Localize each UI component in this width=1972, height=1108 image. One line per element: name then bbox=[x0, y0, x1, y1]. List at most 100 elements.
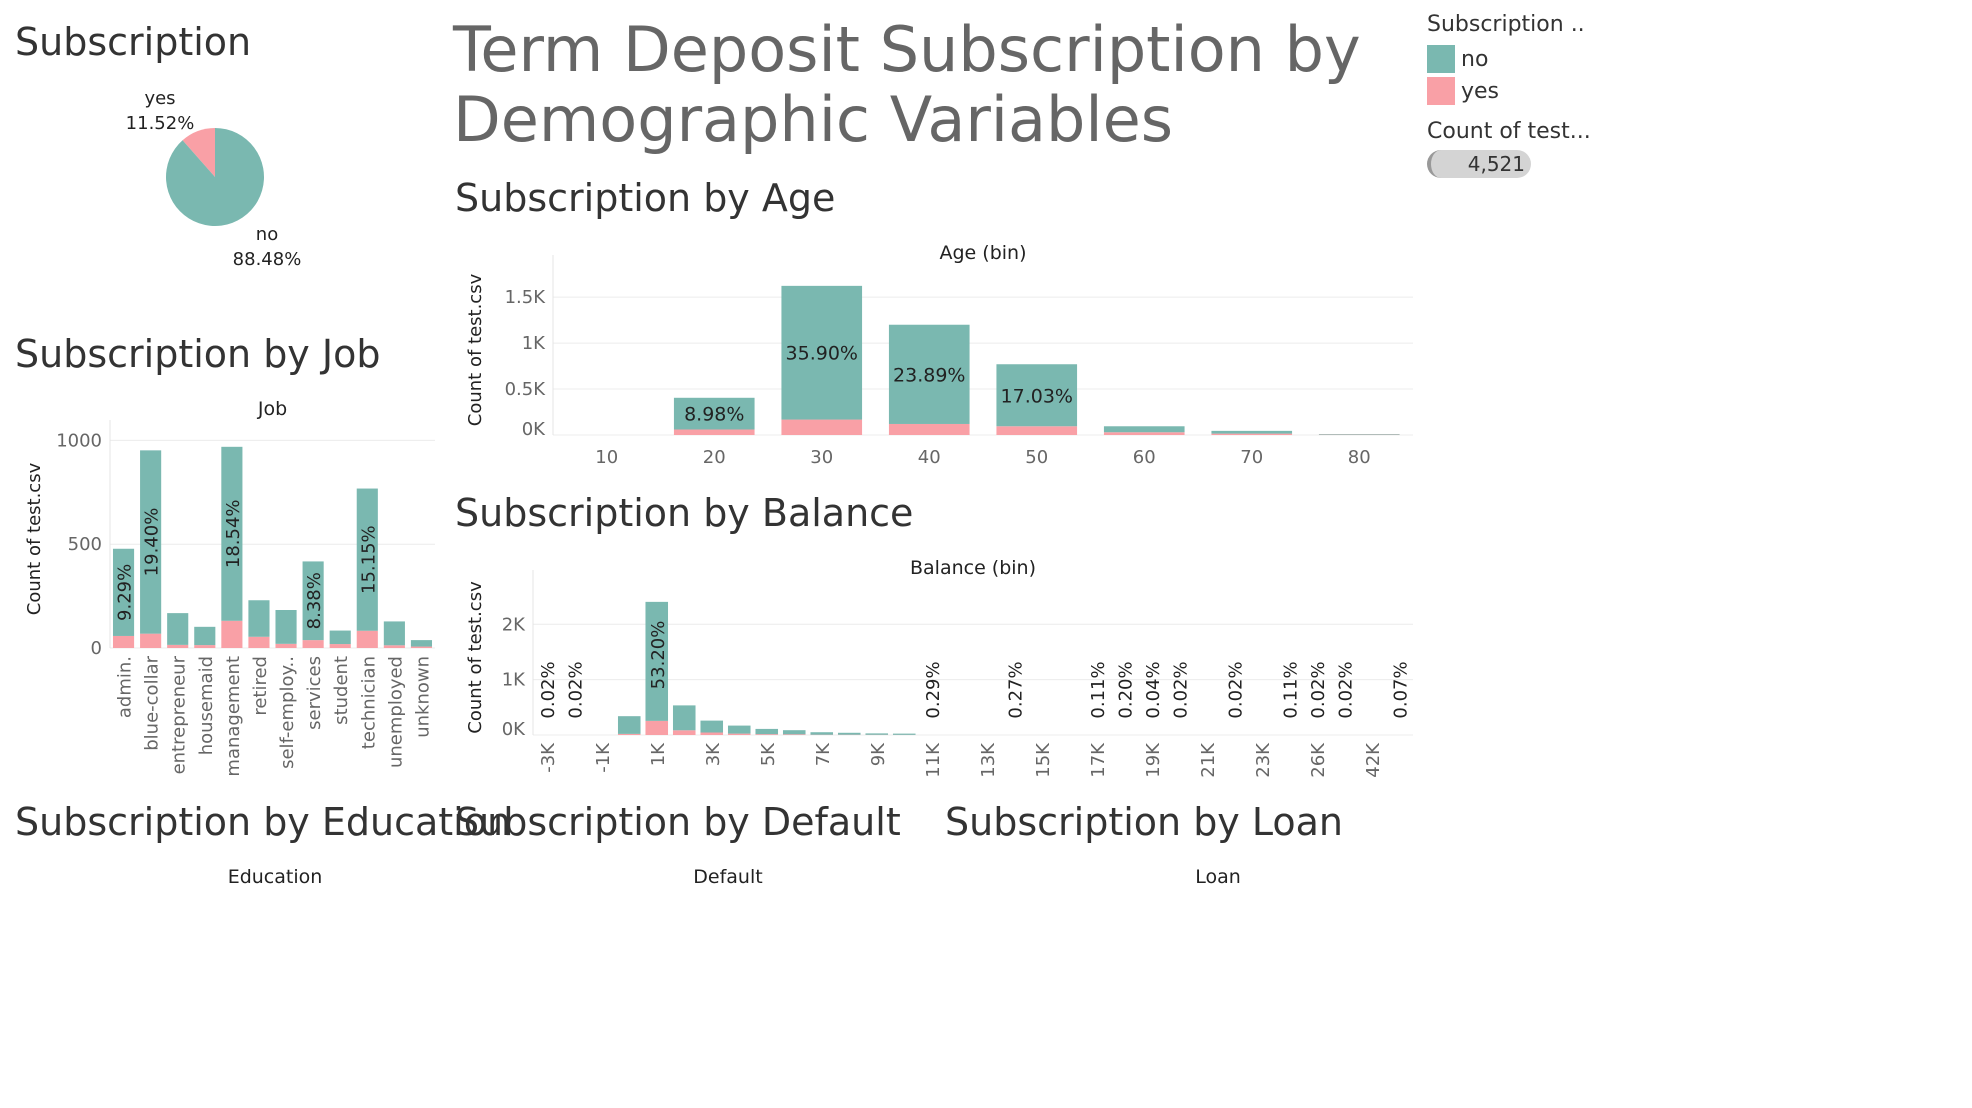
balance-y-axis-label: Count of test.csv bbox=[465, 581, 486, 734]
balance-bar-yes bbox=[782, 734, 806, 735]
education-chart: Education bbox=[228, 866, 323, 888]
job-bar-no bbox=[383, 621, 405, 646]
color-legend: Subscription .. no yes Count of test... … bbox=[1427, 12, 1591, 178]
balance-bar-label: 0.04% bbox=[1143, 661, 1164, 718]
age-bar-no bbox=[888, 324, 970, 424]
job-x-tick: unknown bbox=[412, 656, 433, 738]
job-bar-no bbox=[112, 548, 135, 636]
age-y-tick: 0K bbox=[522, 419, 546, 440]
balance-bar-label: 0.20% bbox=[1115, 661, 1136, 718]
age-bar-no bbox=[781, 285, 863, 420]
balance-x-tick: 13K bbox=[978, 742, 999, 778]
balance-bar-label: 0.11% bbox=[1088, 661, 1109, 718]
default-chart: Default bbox=[693, 866, 762, 888]
balance-x-tick: 1K bbox=[648, 742, 669, 766]
balance-bar-no bbox=[892, 733, 916, 735]
job-x-tick: housemaid bbox=[196, 656, 217, 755]
legend-label-no: no bbox=[1461, 46, 1489, 72]
pie-label-no: no bbox=[256, 224, 278, 245]
balance-bar-label: 0.02% bbox=[1418, 661, 1420, 718]
job-bar-yes bbox=[194, 645, 216, 648]
age-bar-yes bbox=[1103, 432, 1185, 435]
education-chart-title: Education bbox=[228, 866, 323, 888]
balance-x-tick: 15K bbox=[1033, 742, 1054, 778]
job-x-tick: blue-collar bbox=[142, 655, 163, 750]
job-bar-yes bbox=[356, 630, 378, 648]
job-x-tick: retired bbox=[250, 656, 271, 716]
legend-item-no[interactable]: no bbox=[1427, 45, 1567, 73]
balance-bar-yes bbox=[700, 732, 724, 735]
education-section-title: Subscription by Education bbox=[15, 800, 512, 844]
job-bar-yes bbox=[140, 633, 162, 648]
job-x-tick: entrepreneur bbox=[169, 655, 190, 774]
balance-x-tick: 17K bbox=[1088, 742, 1109, 778]
loan-chart-title: Loan bbox=[1195, 866, 1241, 888]
balance-x-tick: 26K bbox=[1308, 742, 1329, 778]
job-x-tick: management bbox=[223, 656, 244, 777]
age-x-tick: 80 bbox=[1348, 447, 1371, 468]
age-bar-label: 17.03% bbox=[1001, 385, 1073, 407]
job-bar-label: 18.54% bbox=[223, 499, 244, 568]
job-bar-yes bbox=[275, 643, 297, 648]
balance-x-tick: -1K bbox=[593, 742, 614, 773]
balance-bar-label: 0.29% bbox=[923, 661, 944, 718]
balance-bar-label: 0.02% bbox=[1225, 661, 1246, 718]
default-section-title: Subscription by Default bbox=[455, 800, 901, 844]
balance-bar-yes bbox=[617, 733, 641, 735]
balance-bar-no bbox=[672, 705, 696, 731]
size-legend-value: 4,521 bbox=[1467, 152, 1525, 176]
size-legend-bar: 4,521 bbox=[1427, 150, 1531, 178]
balance-bar-yes bbox=[645, 720, 669, 735]
job-bar-yes bbox=[302, 640, 324, 648]
age-section-title: Subscription by Age bbox=[455, 176, 836, 220]
job-bar-label: 8.38% bbox=[304, 572, 325, 629]
job-bar-label: 15.15% bbox=[358, 525, 379, 594]
balance-x-tick: 5K bbox=[758, 742, 779, 766]
size-legend-title: Count of test... bbox=[1427, 119, 1591, 144]
balance-bar-yes bbox=[672, 730, 696, 735]
pie-slice-no bbox=[166, 128, 264, 226]
balance-x-tick: 21K bbox=[1198, 742, 1219, 778]
age-bar-label: 35.90% bbox=[786, 343, 858, 365]
balance-x-tick: 23K bbox=[1253, 742, 1274, 778]
age-x-tick: 60 bbox=[1133, 447, 1156, 468]
job-y-tick: 0 bbox=[91, 638, 102, 659]
balance-bar-no bbox=[645, 601, 669, 721]
age-bar-yes bbox=[996, 426, 1078, 435]
pie-pct-no: 88.48% bbox=[233, 249, 302, 270]
age-x-tick: 20 bbox=[703, 447, 726, 468]
job-bar-no bbox=[356, 488, 378, 631]
age-bar-no bbox=[1211, 430, 1293, 434]
age-y-tick: 1.5K bbox=[505, 287, 547, 308]
job-bar-no bbox=[410, 640, 433, 647]
legend-item-yes[interactable]: yes bbox=[1427, 77, 1567, 105]
balance-bar-label: 0.07% bbox=[1390, 661, 1411, 718]
job-bar-yes bbox=[248, 636, 270, 648]
balance-bar-label: 0.02% bbox=[1308, 661, 1329, 718]
legend-swatch-yes bbox=[1427, 77, 1455, 105]
balance-bar-label: 0.02% bbox=[1170, 661, 1191, 718]
balance-bar-label: 0.11% bbox=[1280, 661, 1301, 718]
loan-chart: Loan bbox=[1195, 866, 1241, 888]
dashboard-title-line1: Term Deposit Subscription by bbox=[453, 13, 1361, 86]
age-bar-yes bbox=[781, 419, 863, 435]
balance-bar-label: 0.02% bbox=[538, 661, 559, 718]
balance-chart-title: Balance (bin) bbox=[910, 557, 1036, 579]
age-y-tick: 1K bbox=[522, 333, 546, 354]
balance-section-title: Subscription by Balance bbox=[455, 491, 914, 535]
balance-bar-no bbox=[755, 728, 779, 735]
job-bar-no bbox=[194, 626, 216, 646]
job-bar-yes bbox=[221, 620, 243, 648]
job-bar-no bbox=[221, 446, 243, 621]
balance-y-tick: 2K bbox=[502, 614, 526, 635]
job-bar-yes bbox=[410, 646, 433, 648]
age-bar-no bbox=[1318, 434, 1400, 435]
balance-bar-yes bbox=[727, 733, 751, 735]
job-bar-no bbox=[140, 450, 162, 634]
job-bar-no bbox=[329, 630, 351, 645]
age-y-tick: 0.5K bbox=[505, 379, 547, 400]
balance-y-tick: 0K bbox=[502, 719, 526, 740]
age-bar-yes bbox=[888, 423, 970, 435]
job-bar-no bbox=[167, 613, 189, 645]
balance-x-tick: 7K bbox=[813, 742, 834, 766]
